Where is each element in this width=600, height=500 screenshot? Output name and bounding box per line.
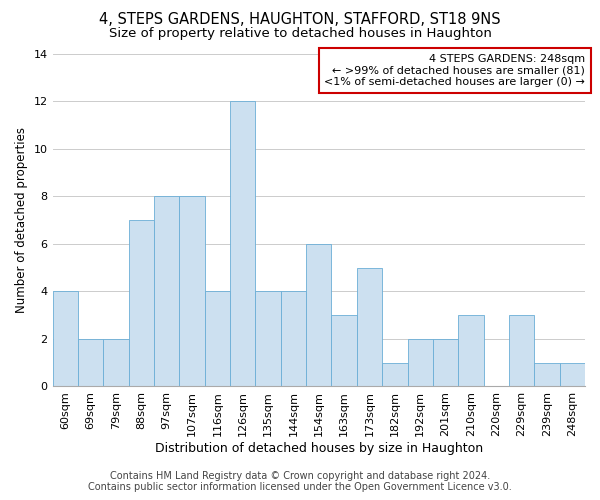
Bar — [103, 339, 128, 386]
Bar — [281, 292, 306, 386]
Bar — [331, 315, 357, 386]
Text: 4, STEPS GARDENS, HAUGHTON, STAFFORD, ST18 9NS: 4, STEPS GARDENS, HAUGHTON, STAFFORD, ST… — [99, 12, 501, 28]
Bar — [78, 339, 103, 386]
Bar — [179, 196, 205, 386]
X-axis label: Distribution of detached houses by size in Haughton: Distribution of detached houses by size … — [155, 442, 483, 455]
Bar — [357, 268, 382, 386]
Bar — [509, 315, 534, 386]
Text: 4 STEPS GARDENS: 248sqm
← >99% of detached houses are smaller (81)
<1% of semi-d: 4 STEPS GARDENS: 248sqm ← >99% of detach… — [324, 54, 585, 87]
Y-axis label: Number of detached properties: Number of detached properties — [15, 127, 28, 313]
Bar — [560, 362, 585, 386]
Bar — [306, 244, 331, 386]
Bar — [256, 292, 281, 386]
Bar — [433, 339, 458, 386]
Bar — [53, 292, 78, 386]
Bar — [407, 339, 433, 386]
Bar — [382, 362, 407, 386]
Bar — [128, 220, 154, 386]
Bar — [458, 315, 484, 386]
Text: Contains HM Land Registry data © Crown copyright and database right 2024.
Contai: Contains HM Land Registry data © Crown c… — [88, 471, 512, 492]
Bar — [230, 102, 256, 387]
Text: Size of property relative to detached houses in Haughton: Size of property relative to detached ho… — [109, 28, 491, 40]
Bar — [534, 362, 560, 386]
Bar — [205, 292, 230, 386]
Bar — [154, 196, 179, 386]
